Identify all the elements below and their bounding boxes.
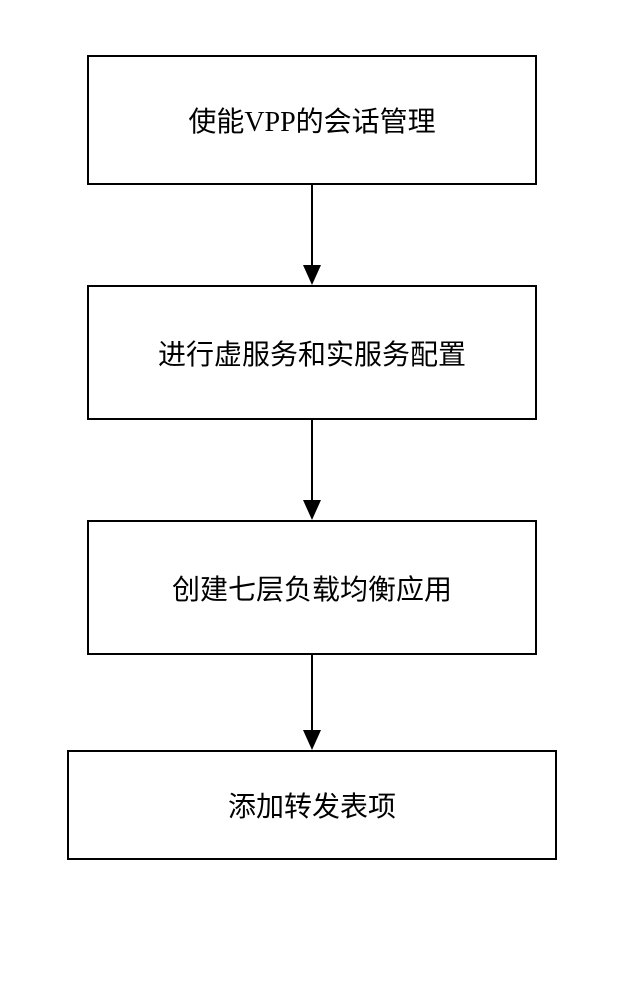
flowchart-node-2: 进行虚服务和实服务配置 (87, 285, 537, 420)
flowchart-node-3: 创建七层负载均衡应用 (87, 520, 537, 655)
arrow-line (311, 420, 313, 500)
arrow-line (311, 655, 313, 730)
node-label: 使能VPP的会话管理 (188, 100, 435, 140)
node-label: 进行虚服务和实服务配置 (158, 333, 466, 373)
arrow-head-icon (303, 730, 321, 750)
arrow-2 (303, 420, 321, 520)
arrow-1 (303, 185, 321, 285)
node-label: 添加转发表项 (228, 785, 396, 825)
flowchart-container: 使能VPP的会话管理 进行虚服务和实服务配置 创建七层负载均衡应用 添加转发表项 (67, 55, 557, 860)
arrow-line (311, 185, 313, 265)
arrow-3 (303, 655, 321, 750)
arrow-head-icon (303, 265, 321, 285)
node-label: 创建七层负载均衡应用 (172, 568, 452, 608)
arrow-head-icon (303, 500, 321, 520)
flowchart-node-1: 使能VPP的会话管理 (87, 55, 537, 185)
flowchart-node-4: 添加转发表项 (67, 750, 557, 860)
